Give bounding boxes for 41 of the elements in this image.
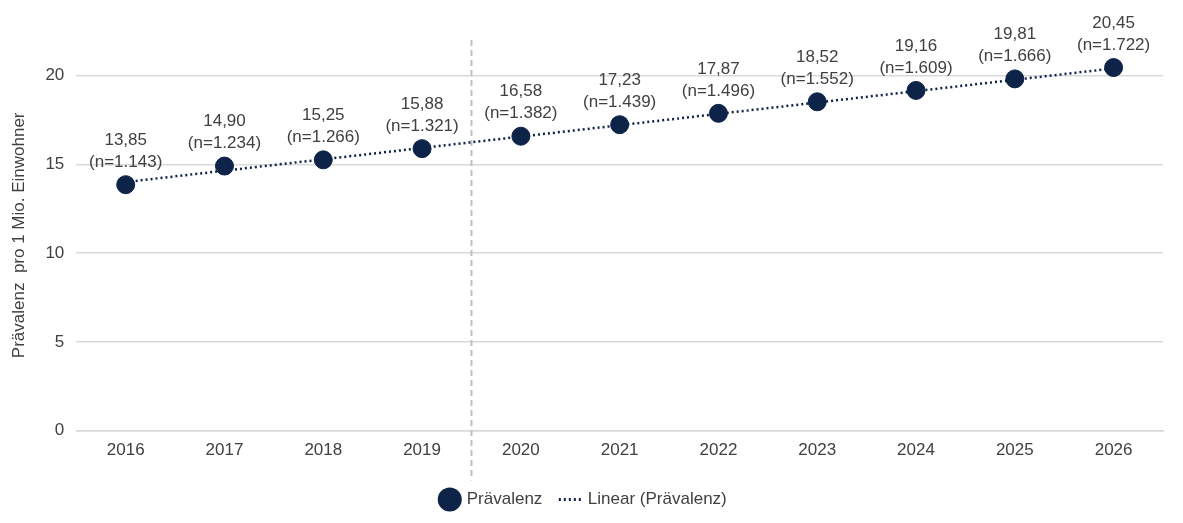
point xyxy=(313,150,333,170)
y-tick-label: 5 xyxy=(54,331,65,351)
legend-label: Prävalenz xyxy=(466,489,543,509)
point xyxy=(807,92,827,112)
x-tick-label: 2021 xyxy=(600,440,639,460)
y-tick-label: 20 xyxy=(45,65,65,85)
x-tick-label: 2023 xyxy=(798,440,837,460)
data-label: 16,58 (n=1.382) xyxy=(484,81,558,123)
data-label: 13,85 (n=1.143) xyxy=(89,129,163,171)
data-label: 14,90 (n=1.234) xyxy=(187,111,262,153)
data-label: 17,87 (n=1.496) xyxy=(681,58,756,100)
y-axis-title: Prävalenz pro 1 Mio. Einwohner xyxy=(8,112,28,359)
data-label: 15,88 (n=1.321) xyxy=(385,93,459,135)
point xyxy=(412,139,432,159)
data-label: 17,23 (n=1.439) xyxy=(583,69,657,111)
point xyxy=(511,126,531,146)
data-label: 18,52 (n=1.552) xyxy=(780,46,854,88)
x-tick-label: 2024 xyxy=(897,440,935,460)
y-tick-label: 10 xyxy=(45,242,65,262)
x-tick-label: 2018 xyxy=(304,440,343,460)
x-tick-label: 2025 xyxy=(995,440,1034,460)
x-tick-label: 2016 xyxy=(106,440,145,460)
x-tick-label: 2022 xyxy=(699,440,738,460)
point xyxy=(1005,69,1025,89)
x-tick-label: 2026 xyxy=(1094,440,1133,460)
y-tick-label: 0 xyxy=(54,420,65,440)
data-label: 20,45 (n=1.722) xyxy=(1076,12,1151,54)
data-label: 19,16 (n=1.609) xyxy=(879,35,953,77)
x-tick-label: 2017 xyxy=(205,440,244,460)
point xyxy=(1104,58,1124,78)
point xyxy=(116,175,136,195)
point xyxy=(610,115,630,135)
legend-label: Linear (Prävalenz) xyxy=(587,489,727,509)
point xyxy=(214,156,234,176)
data-label: 19,81 (n=1.666) xyxy=(978,24,1052,66)
point xyxy=(906,80,926,100)
x-tick-label: 2019 xyxy=(403,440,441,460)
x-tick-label: 2020 xyxy=(501,440,540,460)
y-tick-label: 15 xyxy=(45,153,65,173)
point xyxy=(708,103,728,123)
data-label: 15,25 (n=1.266) xyxy=(286,105,360,147)
